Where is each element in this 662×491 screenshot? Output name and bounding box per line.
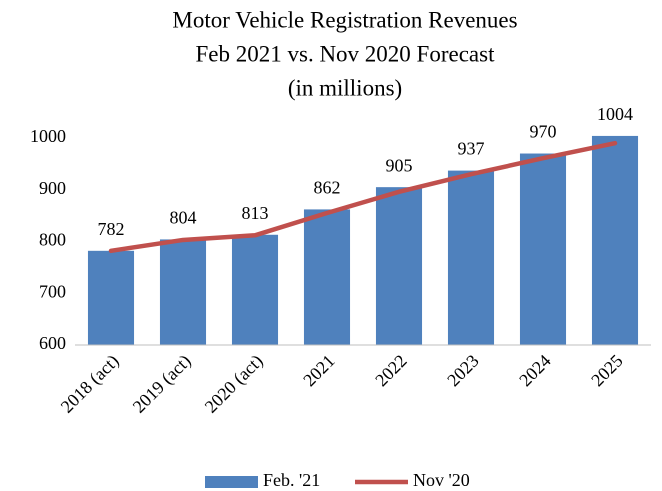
y-tick-label: 900 [39,178,66,198]
bar [231,234,279,345]
y-tick-label: 800 [39,230,66,250]
bar [303,209,351,345]
bar [159,239,207,345]
legend-swatch [205,476,258,488]
x-tick-label: 2025 [587,351,627,391]
x-tick-label: 2021 [299,351,339,391]
x-tick-label: 2023 [443,351,483,391]
legend-label: Nov '20 [413,470,470,490]
x-tick-label: 2024 [515,351,555,391]
line [108,140,618,254]
data-label: 862 [314,178,341,198]
bar [519,153,567,345]
data-label: 1004 [597,104,633,124]
data-label: 905 [386,155,413,175]
legend-label: Feb. '21 [263,470,320,490]
bar [591,135,639,345]
bar [447,170,495,345]
data-label: 782 [98,219,125,239]
chart-subtitle: Feb 2021 vs. Nov 2020 Forecast [196,41,496,66]
x-tick-label: 2022 [371,351,411,391]
data-label: 813 [242,203,269,223]
bar [87,250,135,345]
x-tick-label: 2020 (act) [201,351,268,418]
chart-subtitle: (in millions) [288,75,402,100]
x-tick-label: 2019 (act) [129,351,196,418]
y-tick-label: 1000 [30,126,66,146]
data-label: 804 [170,208,197,228]
data-label: 970 [530,122,557,142]
data-label: 937 [458,139,485,159]
x-tick-label: 2018 (act) [57,351,124,418]
y-tick-label: 600 [39,333,66,353]
chart-title: Motor Vehicle Registration Revenues [172,7,517,32]
y-tick-label: 700 [39,281,66,301]
bar [375,187,423,345]
